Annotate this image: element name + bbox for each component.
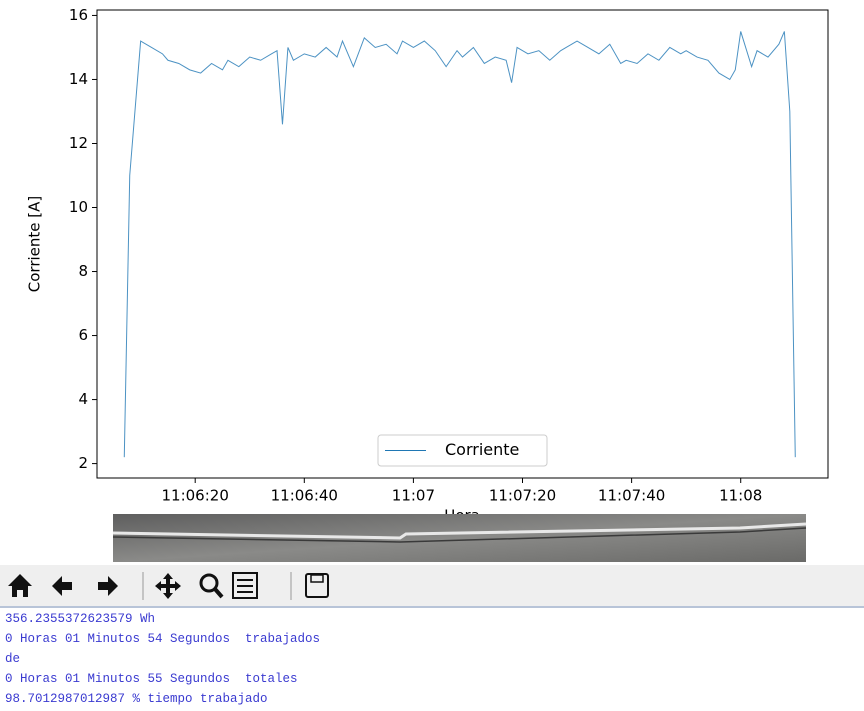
y-tick-label: 2 bbox=[78, 454, 88, 472]
page: {"chart_data": {"type": "line", "x_label… bbox=[0, 0, 864, 711]
y-tick-label: 14 bbox=[69, 70, 88, 88]
y-tick-label: 4 bbox=[78, 390, 88, 408]
console-line: de bbox=[5, 649, 320, 669]
axes-frame bbox=[97, 10, 828, 478]
y-tick-label: 16 bbox=[69, 6, 88, 24]
figure: 2 4 6 8 10 12 14 16 11:06:20 11:06:40 11:07 11:07:2… bbox=[0, 0, 864, 711]
plot: 2 4 6 8 10 12 14 16 11:06:20 11:06:40 11:07 11:07:2… bbox=[26, 6, 829, 505]
x-tick-label: 11:06:40 bbox=[271, 487, 338, 505]
console-line: 0 Horas 01 Minutos 55 Segundos totales bbox=[5, 669, 320, 689]
x-tick-label: 11:07:40 bbox=[598, 487, 665, 505]
x-tick-label: 11:07:20 bbox=[489, 487, 556, 505]
x-tick-label: 11:07 bbox=[392, 487, 435, 505]
console-line: 98.7012987012987 % tiempo trabajado bbox=[5, 689, 320, 709]
y-tick-label: 8 bbox=[78, 262, 88, 280]
y-axis-label: Corriente [A] bbox=[26, 196, 44, 292]
y-tick-label: 6 bbox=[78, 326, 88, 344]
console-line: 0 Horas 01 Minutos 54 Segundos trabajado… bbox=[5, 629, 320, 649]
y-tick-label: 12 bbox=[69, 134, 88, 152]
line-series bbox=[124, 31, 795, 457]
toolbar bbox=[0, 565, 864, 607]
y-tick-label: 10 bbox=[69, 198, 88, 216]
x-tick-label: 11:08 bbox=[719, 487, 762, 505]
console-line: 356.2355372623579 Wh bbox=[5, 609, 320, 629]
weld-photo bbox=[113, 514, 806, 562]
x-tick-label: 11:06:20 bbox=[162, 487, 229, 505]
legend-label: Corriente bbox=[445, 440, 519, 459]
